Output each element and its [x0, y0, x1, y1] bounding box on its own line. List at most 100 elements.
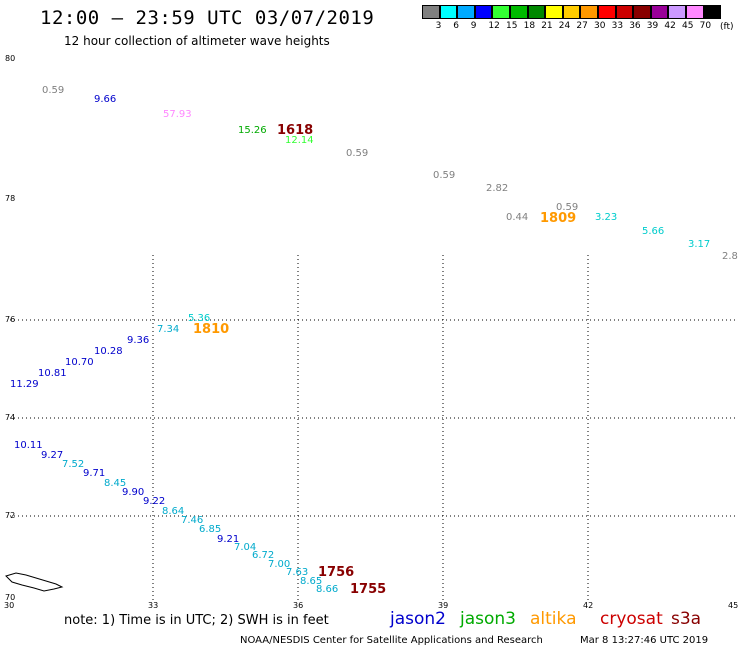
wave-height-label: 9.27	[41, 450, 64, 461]
scale-label: 21	[541, 21, 553, 31]
scale-swatch	[598, 5, 616, 19]
scale-label: 36	[629, 21, 641, 31]
wave-height-label: 0.59	[42, 85, 65, 96]
pass-time-label: 1756	[318, 565, 355, 580]
map-subtitle: 12 hour collection of altimeter wave hei…	[64, 34, 330, 48]
scale-label: 3	[435, 21, 442, 31]
scale-swatch	[562, 5, 581, 19]
wave-height-label: 9.66	[94, 94, 117, 105]
satellite-name: s3a	[671, 609, 702, 629]
scale-label: 70	[699, 21, 712, 31]
wave-height-label: 57.93	[163, 109, 192, 120]
satellite-name: altika	[530, 609, 577, 629]
satellite-name: jason3	[460, 609, 516, 629]
lat-tick-label: 74	[5, 413, 16, 422]
scale-label: 15	[506, 21, 518, 31]
wave-height-label: 8.45	[104, 478, 127, 489]
wave-height-label: 10.70	[65, 357, 94, 368]
wave-height-label: 0.59	[556, 202, 579, 213]
wave-height-label: 9.21	[217, 534, 240, 545]
scale-swatch	[615, 5, 634, 19]
scale-swatch	[545, 5, 563, 19]
wave-height-label: 3.17	[688, 239, 711, 250]
scale-swatch	[580, 5, 598, 19]
wave-height-label: 7.04	[234, 542, 257, 553]
scale-label: 12	[488, 21, 500, 31]
lon-tick-label: 33	[148, 601, 159, 610]
scale-swatch	[439, 5, 458, 19]
wave-height-label: 10.11	[14, 440, 43, 451]
wave-height-label: 8.64	[162, 506, 185, 517]
generated-timestamp: Mar 8 13:27:46 UTC 2019	[580, 635, 709, 646]
wave-height-label: 7.34	[157, 324, 180, 335]
grid-lines	[10, 255, 735, 600]
wave-height-label: 2.8	[722, 251, 738, 262]
wave-height-label: 8.65	[300, 576, 323, 587]
scale-label: 24	[558, 21, 571, 31]
pass-time-label: 1810	[193, 322, 230, 337]
pass-time-label: 1809	[540, 211, 577, 226]
wave-height-label: 3.23	[595, 212, 618, 223]
wave-height-label: 10.81	[38, 368, 67, 379]
satellite-name: cryosat	[600, 609, 663, 629]
satellite-name: jason2	[390, 609, 446, 629]
wave-height-label: 9.71	[83, 468, 106, 479]
wave-height-label: 7.63	[286, 567, 309, 578]
scale-label: 42	[664, 21, 676, 31]
wave-height-label: 7.46	[181, 515, 204, 526]
lon-tick-label: 45	[728, 601, 739, 610]
wave-height-label: 5.36	[188, 313, 211, 324]
scale-swatch	[686, 5, 704, 19]
wave-height-label: 10.28	[94, 346, 123, 357]
scale-swatch	[457, 5, 475, 19]
wave-height-label: 11.29	[10, 379, 39, 390]
footer-note: note: 1) Time is in UTC; 2) SWH is in fe…	[64, 613, 329, 628]
scale-label: 33	[611, 21, 624, 31]
scale-swatch	[492, 5, 510, 19]
lon-tick-label: 36	[293, 601, 304, 610]
wave-height-label: 6.72	[252, 550, 275, 561]
scale-swatch	[668, 5, 686, 19]
lon-tick-label: 42	[583, 601, 594, 610]
scale-label: 6	[453, 21, 459, 31]
scale-label: 27	[576, 21, 588, 31]
wave-height-label: 12.14	[285, 135, 314, 146]
wave-height-label: 9.90	[122, 487, 145, 498]
lon-tick-label: 39	[438, 601, 449, 610]
pass-time-label: 1618	[277, 123, 314, 138]
wave-height-label: 0.44	[506, 212, 529, 223]
scale-swatch	[422, 5, 440, 19]
wave-height-label: 0.59	[433, 170, 456, 181]
map-title: 12:00 – 23:59 UTC 03/07/2019	[40, 7, 375, 29]
wave-height-label: 15.26	[238, 125, 267, 136]
scale-label: 30	[594, 21, 606, 31]
lat-tick-label: 78	[5, 194, 16, 203]
lat-tick-label: 80	[5, 54, 16, 63]
lon-tick-label: 30	[4, 601, 15, 610]
wave-height-label: 7.52	[62, 459, 85, 470]
scale-label: 18	[523, 21, 536, 31]
scale-swatch	[703, 5, 722, 19]
wave-height-label: 9.36	[127, 335, 150, 346]
scale-unit: (ft)	[720, 22, 734, 32]
scale-label: 9	[470, 21, 477, 31]
credit-line: NOAA/NESDIS Center for Satellite Applica…	[240, 635, 543, 646]
wave-height-label: 9.22	[143, 496, 166, 507]
wave-height-label: 8.66	[316, 584, 339, 595]
wave-height-label: 5.66	[642, 226, 665, 237]
coastline	[5, 572, 64, 592]
scale-swatch	[650, 5, 669, 19]
lat-tick-label: 76	[5, 315, 16, 324]
wave-height-label: 6.85	[199, 524, 222, 535]
wave-height-label: 7.00	[268, 559, 291, 570]
scale-swatch	[633, 5, 651, 19]
wave-height-label: 0.59	[346, 148, 369, 159]
scale-swatch	[527, 5, 546, 19]
lat-tick-label: 72	[5, 511, 16, 520]
scale-swatch	[474, 5, 493, 19]
wave-height-label: 2.82	[486, 183, 509, 194]
lat-tick-label: 70	[5, 593, 16, 602]
pass-time-label: 1755	[350, 582, 387, 597]
